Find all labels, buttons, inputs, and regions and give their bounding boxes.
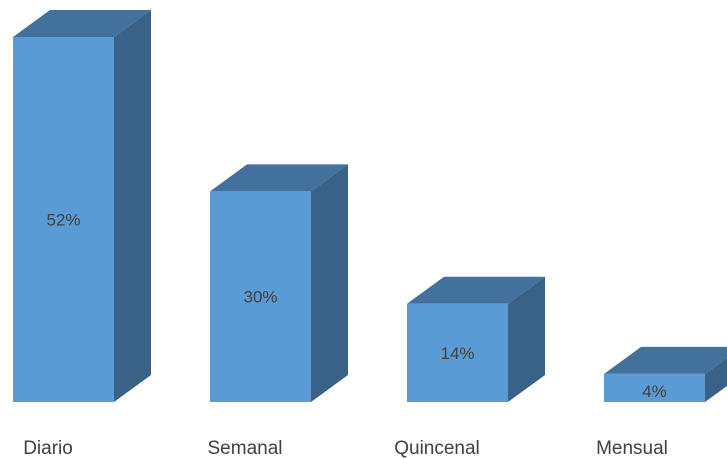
category-labels-group: Diario Semanal Quincenal Mensual xyxy=(23,438,668,458)
bar-front-face xyxy=(13,37,114,402)
bar-top-face xyxy=(210,164,348,192)
bar-top-face xyxy=(407,276,545,304)
data-label-quincenal: 14% xyxy=(440,344,474,363)
bar-top-face xyxy=(13,10,151,37)
bar-diario xyxy=(13,10,151,402)
bar-side-face xyxy=(705,357,727,402)
bar-semanal xyxy=(210,164,348,402)
category-label-quincenal: Quincenal xyxy=(394,438,480,458)
bar-side-face xyxy=(508,276,545,402)
bar-front-face xyxy=(604,373,705,402)
data-labels-group: 52% 30% 14% 4% xyxy=(46,211,666,402)
bar-front-face xyxy=(210,191,311,402)
bar-mensual xyxy=(604,346,727,402)
bar-quincenal xyxy=(407,276,545,402)
data-label-diario: 52% xyxy=(46,211,80,230)
bar-top-face xyxy=(604,346,727,374)
category-label-mensual: Mensual xyxy=(596,438,668,458)
category-label-diario: Diario xyxy=(23,438,73,458)
bar-side-face xyxy=(114,10,151,402)
bar-side-face xyxy=(311,164,348,402)
category-label-semanal: Semanal xyxy=(208,438,283,458)
data-label-semanal: 30% xyxy=(243,288,277,307)
bars-group xyxy=(13,10,727,402)
data-label-mensual: 4% xyxy=(642,382,667,401)
bar-front-face xyxy=(407,303,508,402)
